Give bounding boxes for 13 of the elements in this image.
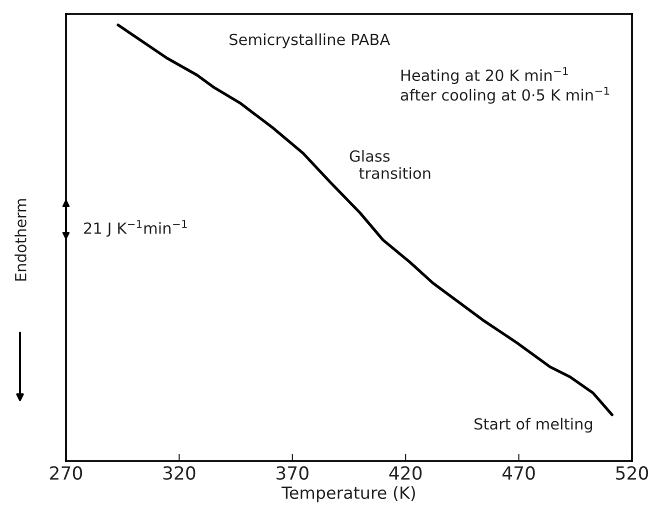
x-tick-label: 370 (276, 466, 308, 480)
annotation: 21 J K$^{−1}$min$^{−1}$ (84, 220, 187, 237)
y-axis-title: Endotherm (14, 199, 26, 281)
x-tick-label: 420 (389, 466, 422, 480)
text: Heating at 20 K min$^{−1}$ after cooling at 0·5 K min$^{−1}$ (400, 67, 609, 104)
annotation: Glass transition (350, 150, 430, 179)
x-axis-title: Temperature (K) (282, 486, 415, 502)
x-tick-label: 320 (163, 466, 196, 480)
annotation: Semicrystalline PABA (230, 33, 390, 48)
x-tick-label: 270 (50, 466, 82, 480)
x-tick-label: 520 (616, 466, 648, 480)
annotation: Start of melting (474, 418, 592, 433)
x-tick-label: 470 (502, 466, 535, 480)
